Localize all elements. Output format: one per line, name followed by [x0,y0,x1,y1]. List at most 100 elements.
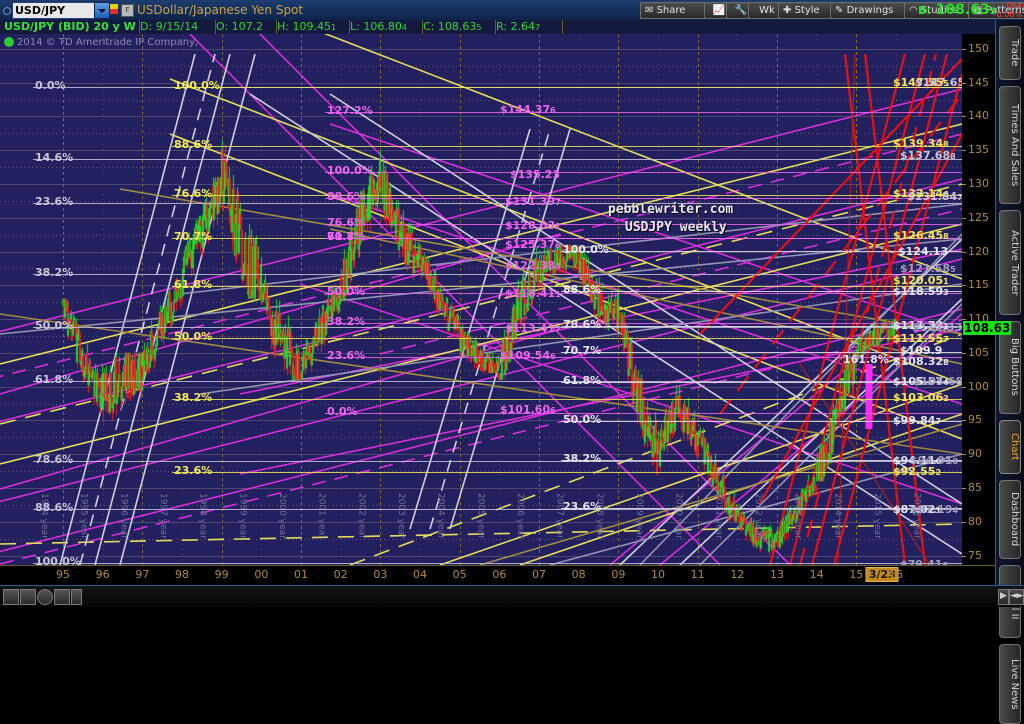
fib-level-line [33,563,962,564]
x-tick-label: 08 [571,568,586,581]
fib-level-label: 88.6% [563,283,602,296]
price-level-label: $101.606 [500,403,556,416]
crosshair-icon[interactable] [3,589,19,605]
y-tick-label: 80 [968,515,982,528]
wrench-icon: 🔧 [734,5,748,16]
fib-level-label: 76.6% [327,216,366,229]
fib-level-label: 50.0% [35,319,74,332]
y-tick-label: 85 [968,481,982,494]
fib-level-label: 38.2% [327,315,366,328]
fib-level-line [33,203,962,204]
studies-button[interactable]: ◠ Studies [904,2,976,19]
fib-level-label: 50.0% [174,330,213,343]
y-tick-mark [962,150,966,151]
year-marker: 1994 year [39,493,49,539]
x-tick-label: 05 [452,568,467,581]
symbol-dropdown-icon[interactable] [94,2,110,19]
price-level-label: $139.348 [893,137,949,150]
price-level-label: $126.458 [893,229,949,242]
rail-tab-chart[interactable]: Chart [999,419,1021,474]
rail-tab-dashboard[interactable]: Dashboard [999,479,1021,560]
fib-level-line [172,399,962,400]
price-axis[interactable]: 150 145 140 135 130 125 120 115 110 105 100 95 90 85 8… [962,34,995,565]
fib-level-line [325,357,962,358]
price-level-label: $118.593 [893,285,949,298]
symbol-description: USDollar/Japanese Yen Spot [137,3,304,17]
fib-level-label: 61.8% [174,278,213,291]
year-marker: 2000 year [277,493,287,539]
x-axis-date-highlight[interactable]: 3/23 [865,567,899,582]
fib-level-line [561,421,962,422]
studies-icon: ◠ [909,5,918,16]
price-level-label: $118.411 [505,287,561,300]
chart-type-icon: 📈 [712,5,726,16]
y-tick-label: 145 [968,76,989,89]
price-level-label: $111.557 [893,332,949,345]
x-tick-label: 06 [492,568,507,581]
price-level-label: $108.328 [893,355,949,368]
resize-handle[interactable]: ◄► [1009,589,1024,605]
draw-line-icon[interactable] [54,589,70,605]
fib-level-label: 100.0% [327,164,373,177]
x-tick-label: 96 [95,568,110,581]
price-level-label: $124.13 [898,245,949,258]
comment-icon[interactable] [37,589,53,605]
fib-level-line [33,159,962,160]
price-level-label: $147.555 [893,76,949,89]
zoom-icon[interactable] [20,589,36,605]
x-tick-label: 13 [770,568,784,581]
fib-level-label: 70.7% [563,344,602,357]
collapse-icon[interactable] [71,589,82,605]
fib-level-line [561,382,962,383]
y-tick-label: 95 [968,413,982,426]
y-tick-label: 115 [968,278,989,291]
y-tick-label: 140 [968,109,989,122]
time-axis[interactable]: 95 96 97 98 99 00 01 02 03 04 05 06 07 08 09 10 11 12 13 14… [0,565,995,586]
price-level-label: $131.397 [505,195,561,208]
fib-level-label: 88.6% [327,190,366,203]
info-icon[interactable]: F [121,4,134,17]
fib-level-label: 70.7% [174,230,213,243]
rail-tab-live-news[interactable]: Live News [999,644,1021,724]
year-marker: 2006 year [515,493,525,539]
fib-level-line [325,323,962,324]
rail-tab-active-trader[interactable]: Active Trader [999,210,1021,316]
price-level-label: $147.657 [915,76,962,89]
fib-level-label: 61.8% [35,373,74,386]
scroll-right-arrow[interactable]: ▶ [998,589,1009,605]
fib-level-label: 50.0% [327,285,366,298]
fib-level-label: 23.6% [35,195,74,208]
patterns-button[interactable]: ▦ Patterns [968,2,1024,19]
rail-tab-times-and-sales[interactable]: Times And Sales [999,86,1021,204]
info-bubble-icon[interactable] [4,37,14,47]
fib-level-line [33,381,962,382]
price-level-label: $131.847 [907,190,962,203]
fib-level-line [325,293,962,294]
y-tick-label: 135 [968,143,989,156]
symbol-input[interactable]: USD/JPY [12,2,98,19]
fib-level-label: 76.6% [174,187,213,200]
bottom-toolbar: ▶ ◄► [0,585,1024,607]
chart-plot-area[interactable]: 2014 © TD Ameritrade IP Company, [0,34,962,565]
rail-tab-trade[interactable]: Trade [999,26,1021,80]
quote-title: USD/JPY (BID) 20 y W [0,20,140,34]
y-tick-mark [962,353,966,354]
flag-icon[interactable] [110,4,118,14]
y-tick-mark [962,218,966,219]
price-level-label: $105.574 [893,375,949,388]
quote-row: USD/JPY (BID) 20 y W D: 9/15/14 O: 107.2… [0,20,1024,35]
y-tick-mark [962,285,966,286]
fib-level-label: 23.6% [327,349,366,362]
y-tick-label: 130 [968,177,989,190]
fib-level-line [172,146,962,147]
share-button[interactable]: ✉ Share [640,2,712,19]
drawings-button[interactable]: ✎ Drawings [830,2,912,19]
symbol-status-dot [3,7,11,15]
rail-tab-big-buttons[interactable]: Big Buttons [999,321,1021,414]
fib-level-line [561,460,962,461]
style-button[interactable]: ✚ Style [778,2,838,19]
bid-label: B: [918,4,931,17]
price-level-label: $137.688 [900,149,956,162]
fib-level-label: 23.6% [563,500,602,513]
price-level-label: $122.384 [505,259,561,272]
